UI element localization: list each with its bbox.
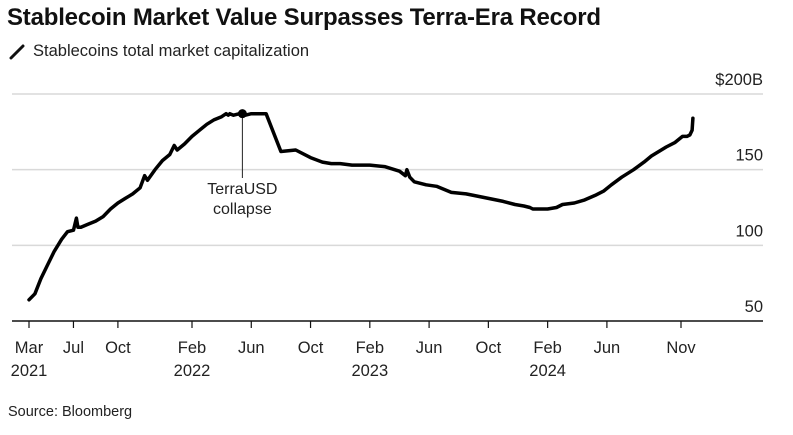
- x-tick-label: Jun: [238, 339, 265, 357]
- annotation-layer: TerraUSD collapse: [207, 109, 277, 218]
- legend-line-icon: [9, 44, 25, 59]
- gridlines: [12, 93, 763, 247]
- x-tick-label: Jun: [416, 339, 443, 357]
- y-tick-label: 100: [735, 222, 763, 240]
- y-tick-label: $200B: [715, 71, 763, 89]
- x-tick-year-label: 2022: [174, 362, 211, 380]
- x-tick-label: Oct: [298, 339, 324, 357]
- source-note: Source: Bloomberg: [8, 404, 133, 420]
- x-tick-label: Oct: [105, 339, 131, 357]
- x-tick-label: Oct: [476, 339, 502, 357]
- x-tick-label: Nov: [666, 339, 696, 357]
- x-tick-year-label: 2023: [351, 362, 388, 380]
- series-line: [27, 111, 695, 302]
- x-tick-label: Feb: [178, 339, 206, 357]
- legend-label: Stablecoins total market capitalization: [33, 42, 310, 60]
- x-tick-year-label: 2021: [11, 362, 48, 380]
- x-axis: Mar 2021 Jul Oct Feb 2022 Jun Oct Feb 2023 Jun Oct F…: [11, 320, 763, 380]
- series-layer: [27, 111, 695, 302]
- x-tick-year-label: 2024: [529, 362, 566, 380]
- x-tick-label: Feb: [356, 339, 384, 357]
- x-tick-label: Mar: [15, 339, 44, 357]
- y-tick-label: 150: [735, 147, 763, 165]
- annotation-marker: [237, 109, 247, 119]
- x-tick-label: Feb: [533, 339, 561, 357]
- x-tick-label: Jul: [63, 339, 84, 357]
- y-axis-ticks: $200B 150 100 50: [715, 71, 763, 316]
- annotation-label: TerraUSD: [207, 181, 277, 198]
- legend: Stablecoins total market capitalization: [9, 42, 309, 61]
- y-tick-label: 50: [745, 298, 763, 316]
- annotation-label: collapse: [213, 201, 272, 218]
- x-tick-label: Jun: [594, 339, 621, 357]
- chart-title: Stablecoin Market Value Surpasses Terra-…: [7, 4, 601, 31]
